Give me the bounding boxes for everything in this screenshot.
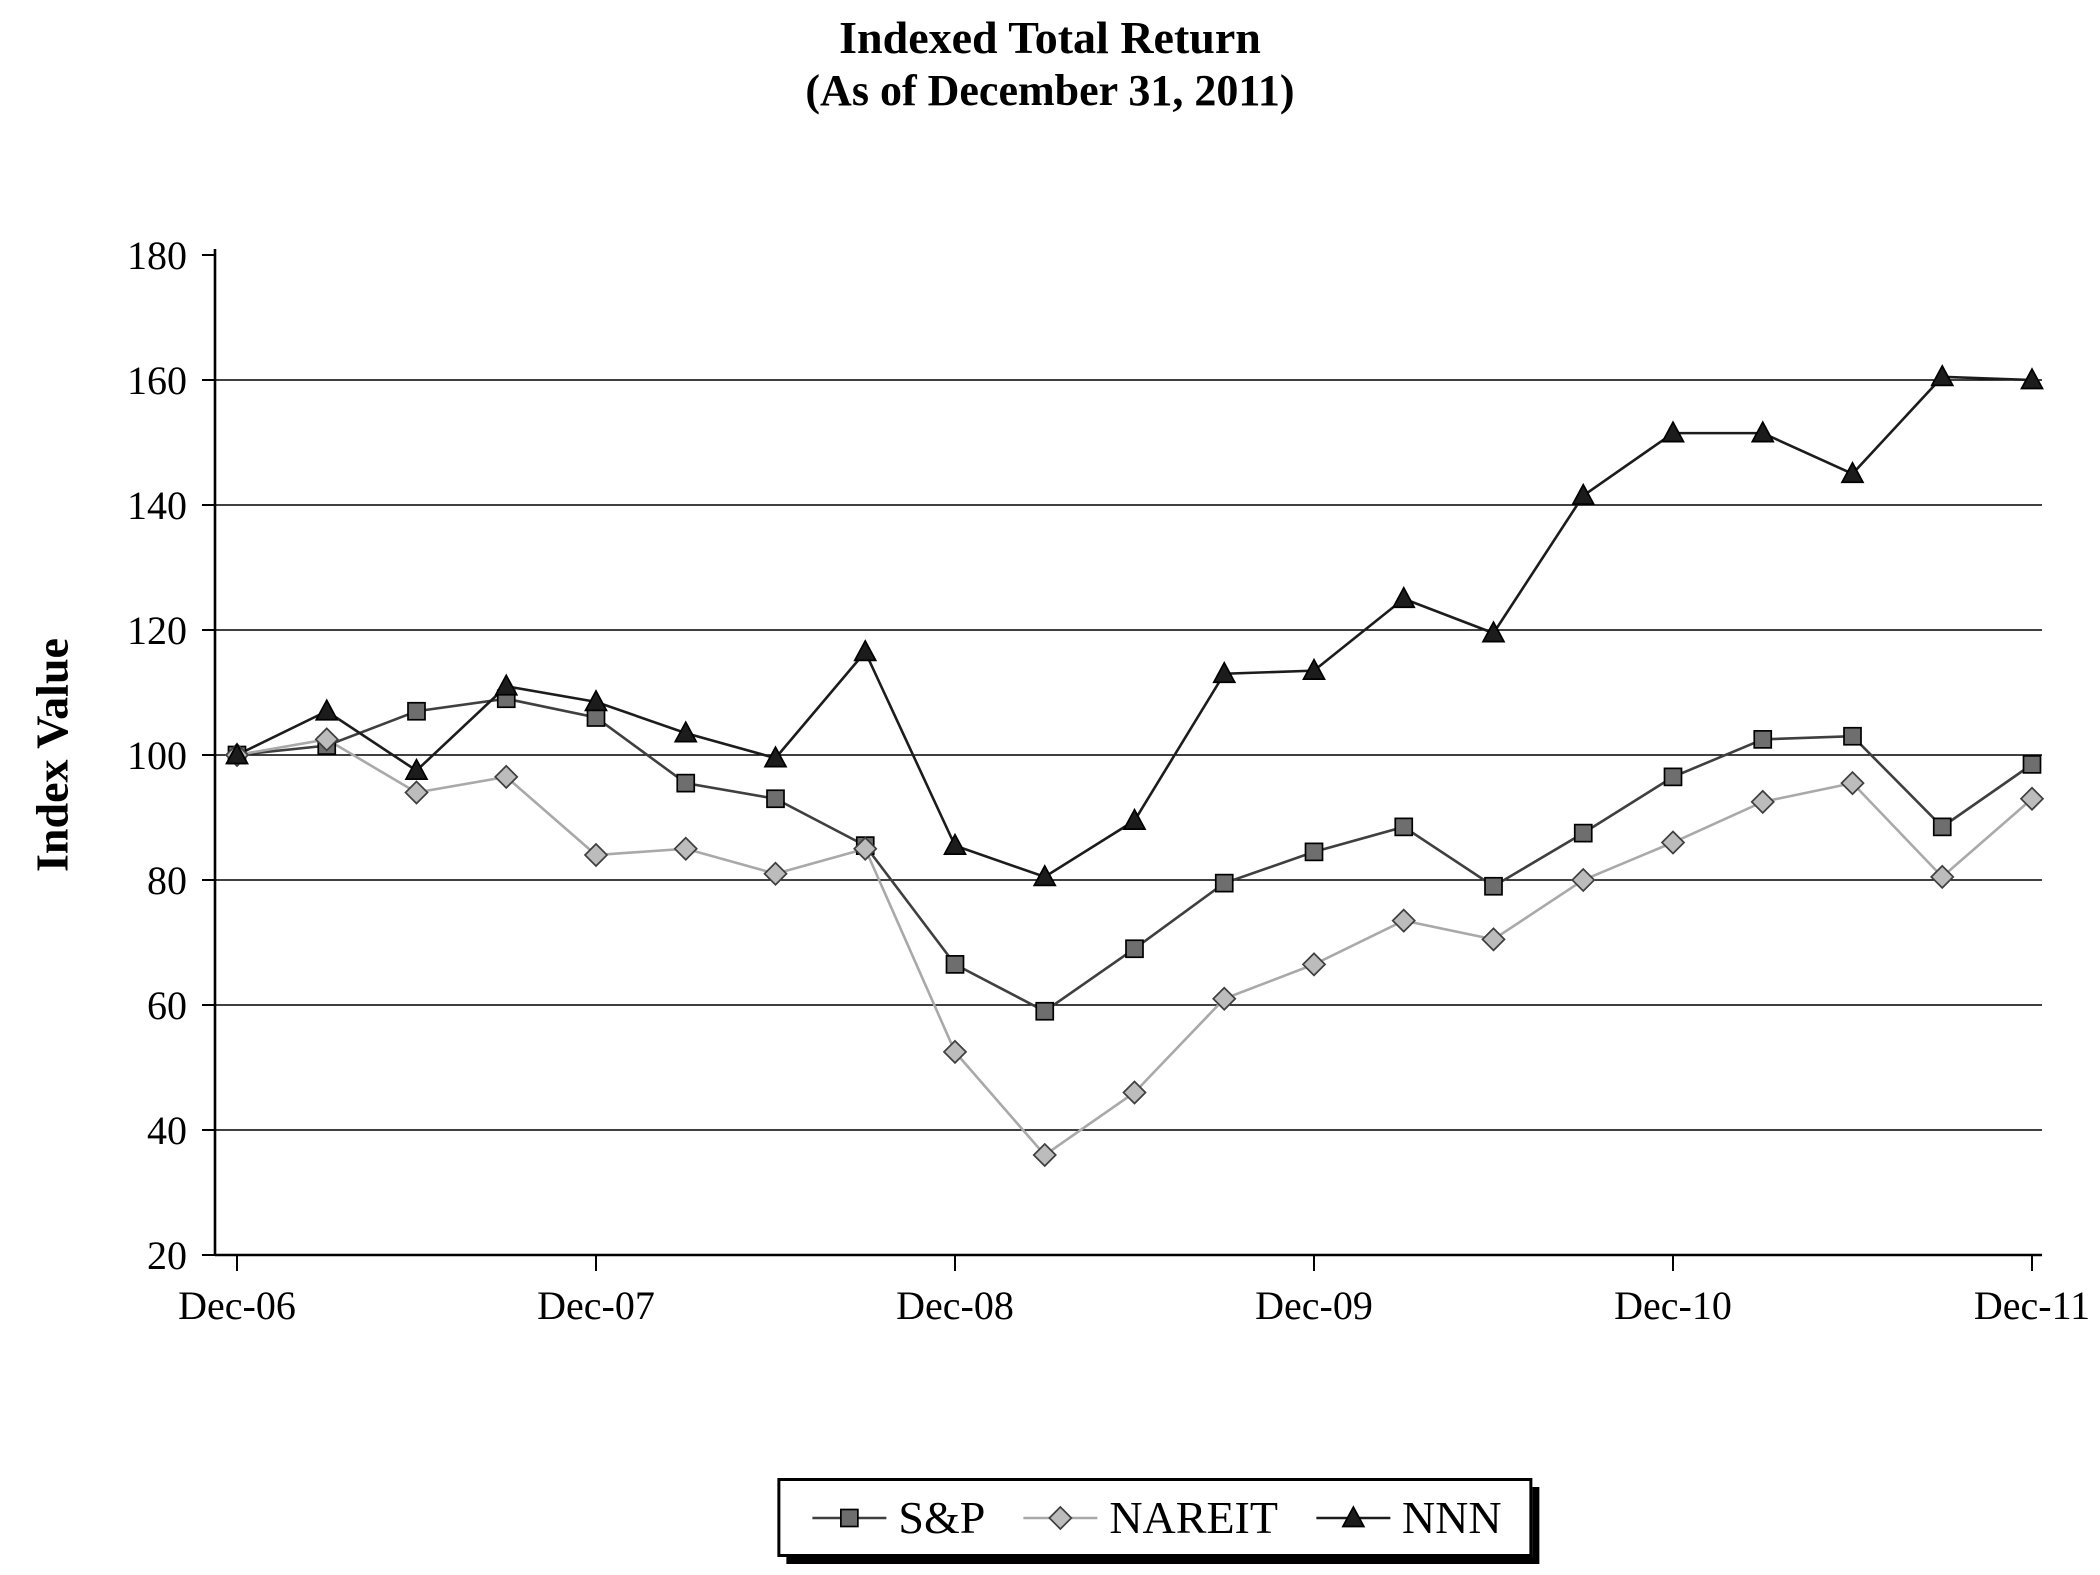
y-tick-label: 40 <box>147 1108 187 1153</box>
legend-label-sp: S&P <box>898 1492 986 1543</box>
data-point-marker <box>1035 1001 1055 1021</box>
data-point-marker <box>1122 1080 1147 1105</box>
legend-marker-shape <box>1048 1505 1073 1530</box>
data-point-marker <box>1573 823 1593 843</box>
x-tick-label: Dec-10 <box>1614 1283 1732 1328</box>
data-point-marker <box>584 689 608 712</box>
data-point-marker <box>1122 807 1147 830</box>
data-point-marker <box>314 727 339 752</box>
sp-marker-icon <box>812 1508 887 1527</box>
data-point-marker <box>494 764 519 790</box>
legend-key-marker <box>1048 1505 1073 1530</box>
data-point-marker <box>404 780 429 805</box>
y-tick-label: 20 <box>147 1233 187 1278</box>
data-point-marker <box>673 720 698 743</box>
x-tick-label: Dec-08 <box>896 1283 1014 1328</box>
data-point-marker <box>1843 726 1862 746</box>
data-point-marker <box>1932 817 1952 837</box>
chart-title: Indexed Total Return <box>839 12 1261 63</box>
data-point-marker <box>225 742 249 765</box>
data-point-marker <box>1032 1142 1057 1168</box>
data-point-marker <box>1930 864 1955 890</box>
series-markers-sp <box>227 689 2042 1021</box>
data-point-marker <box>583 842 609 868</box>
data-point-marker <box>763 745 788 768</box>
y-tick-label: 180 <box>127 233 187 278</box>
y-tick-label: 120 <box>127 608 187 653</box>
legend-item-sp: S&P <box>808 1491 985 1544</box>
legend-item-nareit: NAREIT <box>1019 1491 1278 1544</box>
legend-marker-shape <box>840 1508 859 1527</box>
y-tick-label: 160 <box>127 358 187 403</box>
data-point-marker <box>1214 873 1234 893</box>
chart-header: Indexed Total Return (As of December 31,… <box>0 10 2100 118</box>
data-point-marker <box>943 832 967 855</box>
legend-key-marker <box>1341 1504 1365 1527</box>
legend-marker-shape <box>1341 1504 1365 1527</box>
series-markers-nnn <box>225 364 2044 887</box>
data-point-marker <box>1302 657 1326 680</box>
legend-label-nnn: NNN <box>1401 1492 1502 1543</box>
data-point-marker <box>1840 770 1865 796</box>
y-tick-label: 100 <box>127 733 187 778</box>
data-point-marker <box>1571 867 1596 893</box>
data-point-marker <box>1660 830 1686 855</box>
legend-key-marker <box>840 1508 859 1527</box>
chart-legend: S&P NAREIT NNN <box>777 1478 1533 1557</box>
y-tick-label: 80 <box>147 858 187 903</box>
data-point-marker <box>1481 927 1506 952</box>
data-point-marker <box>766 789 785 809</box>
series-markers-nareit <box>224 727 2045 1168</box>
data-point-marker <box>1304 842 1324 862</box>
data-point-marker <box>1840 460 1865 484</box>
nareit-marker-icon <box>1023 1505 1098 1530</box>
data-point-marker <box>1661 420 1685 443</box>
y-tick-label: 60 <box>147 983 187 1028</box>
nnn-marker-icon <box>1315 1504 1390 1527</box>
data-point-marker <box>407 701 426 721</box>
legend-label-nareit: NAREIT <box>1109 1492 1278 1543</box>
data-point-marker <box>586 708 606 727</box>
data-point-marker <box>404 757 429 780</box>
data-point-marker <box>673 836 698 861</box>
data-point-marker <box>1391 908 1416 933</box>
data-point-marker <box>763 861 788 886</box>
data-point-marker <box>1750 420 1775 443</box>
data-point-marker <box>1032 864 1057 887</box>
data-point-marker <box>1663 767 1683 787</box>
chart-canvas: 20 40 60 80 100 120 140 160 180 Dec-06 Dec-07 Dec-0… <box>127 233 2090 1328</box>
data-point-marker <box>1571 482 1596 505</box>
data-point-marker <box>1212 986 1237 1011</box>
data-point-marker <box>853 836 878 861</box>
y-tick-label: 140 <box>127 483 187 528</box>
data-point-marker <box>853 639 878 662</box>
data-point-marker <box>1394 817 1414 837</box>
data-point-marker <box>1750 789 1775 815</box>
data-point-marker <box>494 673 519 696</box>
x-tick-label: Dec-07 <box>537 1283 655 1328</box>
x-tick-label: Dec-11 <box>1974 1283 2090 1328</box>
data-point-marker <box>314 698 339 721</box>
data-point-marker <box>942 1039 968 1065</box>
data-point-marker <box>1212 660 1237 684</box>
data-point-marker <box>1301 952 1327 977</box>
data-point-marker <box>1391 585 1416 609</box>
data-point-marker <box>2019 786 2045 811</box>
data-point-marker <box>676 773 696 793</box>
data-point-marker <box>2022 755 2042 774</box>
data-point-marker <box>1930 364 1955 387</box>
data-point-marker <box>1753 730 1773 749</box>
data-point-marker <box>1125 939 1144 959</box>
data-point-marker <box>2020 367 2044 390</box>
x-tick-label: Dec-06 <box>178 1283 296 1328</box>
legend-item-nnn: NNN <box>1312 1491 1502 1544</box>
chart-subtitle: (As of December 31, 2011) <box>805 66 1295 116</box>
data-point-marker <box>945 955 965 974</box>
data-point-marker <box>1484 876 1503 896</box>
x-tick-label: Dec-09 <box>1255 1283 1373 1328</box>
data-point-marker <box>1481 620 1506 643</box>
